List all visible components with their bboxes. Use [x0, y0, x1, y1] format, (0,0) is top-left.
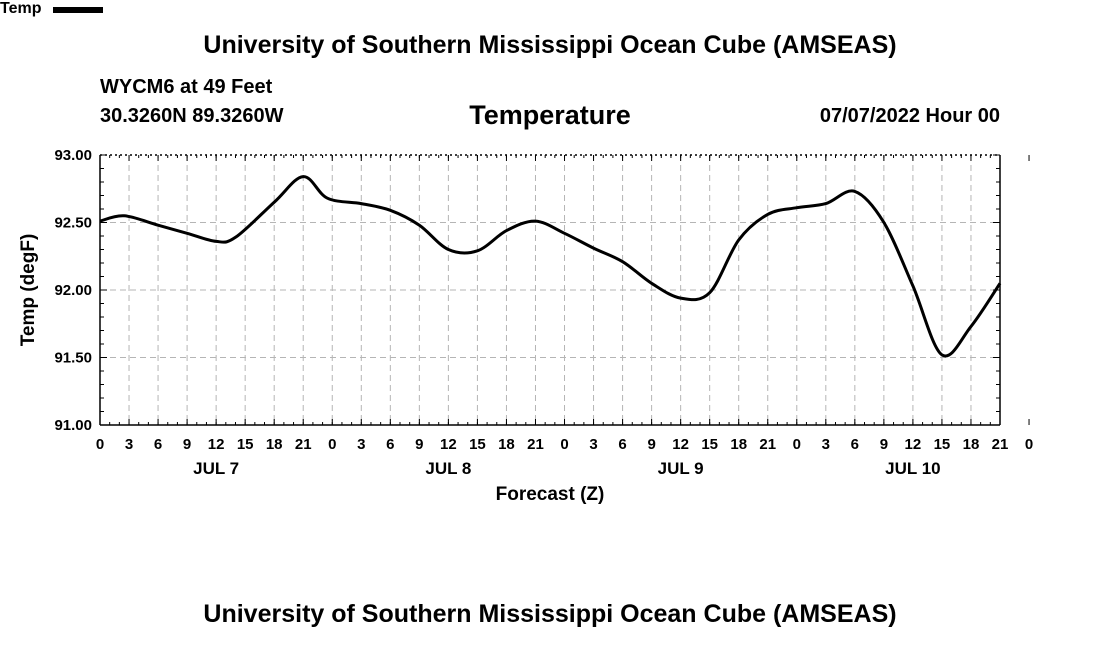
x-tick-label: 3	[589, 436, 597, 453]
day-label: JUL 7	[193, 459, 239, 478]
x-tick-label: 18	[963, 436, 980, 453]
x-tick-label: 9	[183, 436, 191, 453]
x-tick-label: 12	[208, 436, 225, 453]
x-tick-label: 0	[793, 436, 801, 453]
series	[99, 175, 1002, 358]
x-tick-label: 0	[560, 436, 568, 453]
x-tick-label: 15	[701, 436, 718, 453]
x-tick-label: 15	[237, 436, 254, 453]
x-tick-label: 21	[527, 436, 544, 453]
coordinates-label: 30.3260N 89.3260W	[100, 105, 284, 127]
x-tick-label: 6	[386, 436, 394, 453]
forecast-datetime: 07/07/2022 Hour 00	[819, 105, 1000, 127]
footer-title: University of Southern Mississippi Ocean…	[203, 600, 897, 628]
legend: Temp	[0, 0, 1100, 18]
x-tick-label: 12	[905, 436, 922, 453]
station-label: WYCM6 at 49 Feet	[100, 76, 273, 98]
legend-label: Temp	[0, 0, 42, 17]
x-tick-label: 6	[618, 436, 626, 453]
chart-title: Temperature	[469, 100, 631, 130]
x-tick-label: 9	[415, 436, 423, 453]
x-tick-label: 0	[328, 436, 336, 453]
x-tick-label: 15	[934, 436, 951, 453]
legend-swatch	[53, 7, 104, 13]
x-tick-label: 9	[647, 436, 655, 453]
x-tick-label: 0	[1025, 436, 1033, 453]
x-tick-label: 12	[672, 436, 689, 453]
page-title: University of Southern Mississippi Ocean…	[203, 31, 897, 59]
series-line-temp	[99, 175, 1002, 358]
x-tick-label: 18	[730, 436, 747, 453]
x-tick-label: 9	[880, 436, 888, 453]
y-tick-label: 91.50	[54, 350, 92, 367]
day-label: JUL 8	[425, 459, 471, 478]
x-tick-label: 15	[469, 436, 486, 453]
x-tick-label: 3	[125, 436, 133, 453]
x-tick-label: 0	[96, 436, 104, 453]
x-tick-label: 21	[992, 436, 1009, 453]
x-tick-label: 21	[295, 436, 312, 453]
x-tick-label: 21	[759, 436, 776, 453]
x-tick-label: 3	[822, 436, 830, 453]
x-tick-label: 12	[440, 436, 457, 453]
y-tick-label: 93.00	[54, 147, 92, 164]
y-tick-label: 91.00	[54, 417, 92, 434]
x-axis-label: Forecast (Z)	[496, 484, 605, 505]
axes	[99, 154, 1030, 426]
tick-labels: 0 3 6 9 12 15 18 21 0 3 6 9 12 15 18 21 0 3 6 9 12 15 18 21 0 3 6 9…	[54, 147, 1033, 478]
y-tick-label: 92.50	[54, 215, 92, 232]
x-tick-label: 6	[154, 436, 162, 453]
day-label: JUL 9	[658, 459, 704, 478]
grid-lines	[100, 155, 1001, 425]
y-axis-label: Temp (degF)	[18, 234, 39, 347]
x-tick-label: 3	[357, 436, 365, 453]
day-label: JUL 10	[885, 459, 940, 478]
x-tick-label: 6	[851, 436, 859, 453]
x-tick-label: 18	[498, 436, 515, 453]
x-tick-label: 18	[266, 436, 283, 453]
y-tick-label: 92.00	[54, 282, 92, 299]
